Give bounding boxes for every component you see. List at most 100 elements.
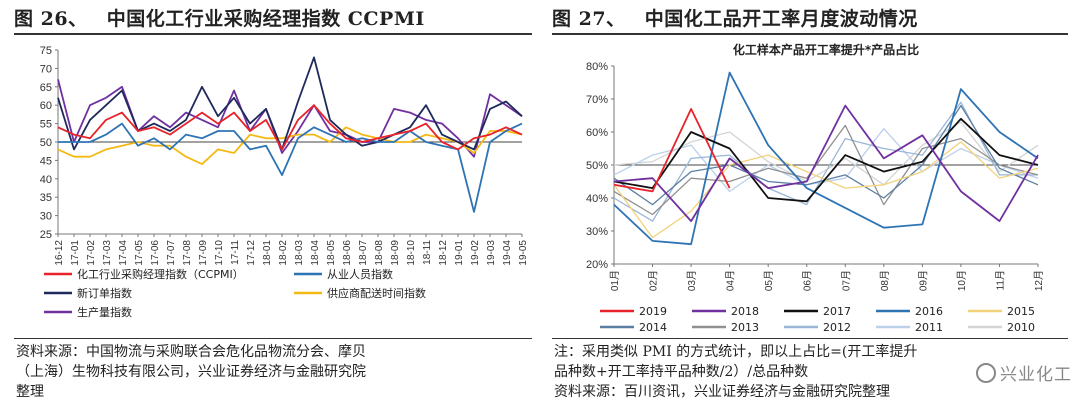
legend-label: 2011 xyxy=(915,321,943,334)
x-tick-label: 04月 xyxy=(725,270,737,291)
chart-title: 化工样本产品开工率提升*产品占比 xyxy=(733,42,919,57)
x-tick-label: 18-04 xyxy=(310,240,321,266)
x-tick-label: 17-01 xyxy=(70,240,81,266)
title-rule xyxy=(14,33,532,35)
legend-label: 2017 xyxy=(823,305,851,318)
legend-label: 生产量指数 xyxy=(77,305,132,319)
x-tick-label: 18-11 xyxy=(422,240,433,265)
x-tick-label: 03月 xyxy=(686,270,698,291)
legend-label: 从业人员指数 xyxy=(327,267,393,281)
x-tick-label: 18-03 xyxy=(294,240,305,266)
x-tick-label: 17-03 xyxy=(102,240,113,266)
y-tick-label: 80% xyxy=(586,61,608,73)
x-tick-label: 07月 xyxy=(840,270,852,291)
note-line: 整理 xyxy=(16,384,44,400)
x-tick-label: 18-07 xyxy=(358,240,369,266)
ccpmi-chart: 25 30 35 40 45 50 55 60 65 70 75 16-12 17-01 17-02 17-… xyxy=(40,45,529,319)
y-tick-label: 20% xyxy=(586,259,608,271)
legend-label: 2019 xyxy=(639,305,667,318)
series-line-新订单指数 xyxy=(57,56,523,151)
x-tick-label: 19-01 xyxy=(454,240,465,266)
x-tick-label: 19-03 xyxy=(486,240,497,266)
y-tick-label: 75 xyxy=(40,45,52,57)
x-tick-label: 16-12 xyxy=(54,240,65,266)
series-line-2011 xyxy=(613,128,1039,193)
legend-label: 2014 xyxy=(639,321,667,334)
note-line: 品种数+开工率持平品种数/2）/总品种数 xyxy=(554,364,809,380)
x-tick-label: 17-09 xyxy=(198,240,209,266)
x-tick-label: 19-04 xyxy=(502,240,513,266)
x-tick-label: 17-05 xyxy=(134,240,145,266)
series-line-2010 xyxy=(613,121,1039,186)
legend-label: 2015 xyxy=(1007,305,1035,318)
legend-label: 供应商配送时间指数 xyxy=(327,286,426,300)
x-tick-label: 17-07 xyxy=(166,240,177,266)
y-tick-label: 45 xyxy=(40,155,52,167)
series-line-2015 xyxy=(613,141,1039,239)
x-tick-label: 12月 xyxy=(1033,270,1045,291)
series-line-2013 xyxy=(613,124,1039,216)
x-tick-label: 18-08 xyxy=(374,240,385,266)
source-note-left: 资料来源：中国物流与采购联合会危化品物流分会、摩贝 （上海）生物科技有限公司，兴… xyxy=(16,342,530,402)
y-tick-label: 40% xyxy=(586,193,608,205)
y-tick-label: 60 xyxy=(40,100,52,112)
legend-label: 2016 xyxy=(915,305,943,318)
x-tick-label: 08月 xyxy=(879,270,891,291)
notes-rule xyxy=(14,338,532,339)
x-tick-label: 18-02 xyxy=(278,240,289,266)
x-tick-label: 17-12 xyxy=(246,240,257,266)
y-tick-label: 65 xyxy=(40,82,52,94)
y-tick-label: 55 xyxy=(40,119,52,131)
figure-26-title: 图 26、 中国化工行业采购经理指数 CCPMI xyxy=(14,4,425,31)
y-tick-label: 25 xyxy=(40,229,52,241)
x-tick-label: 17-10 xyxy=(214,240,225,266)
x-tick-label: 18-10 xyxy=(406,240,417,266)
figure-title-text: 中国化工行业采购经理指数 CCPMI xyxy=(106,8,425,30)
figure-title-text: 中国化工品开工率月度波动情况 xyxy=(644,8,918,30)
x-tick-label: 02月 xyxy=(648,270,660,291)
y-tick-label: 50% xyxy=(586,160,608,172)
note-line: 注：采用类似 PMI 的方式统计，即以上占比=(开工率提升 xyxy=(554,344,918,360)
x-tick-label: 18-09 xyxy=(390,240,401,266)
legend-label: 化工行业采购经理指数（CCPMI） xyxy=(77,267,244,281)
x-tick-label: 17-06 xyxy=(150,240,161,266)
note-line: （上海）生物科技有限公司，兴业证券经济与金融研究院 xyxy=(16,364,366,380)
x-tick-label: 18-05 xyxy=(326,240,337,266)
y-tick-label: 70% xyxy=(586,94,608,106)
note-line: 资料来源：百川资讯，兴业证券经济与金融研究院整理 xyxy=(554,384,890,400)
x-tick-label: 17-08 xyxy=(182,240,193,266)
figure-number: 图 26、 xyxy=(14,8,88,30)
x-tick-label: 17-04 xyxy=(118,240,129,266)
series-line-2017 xyxy=(613,117,1039,203)
legend-label: 2018 xyxy=(731,305,759,318)
x-tick-label: 18-06 xyxy=(342,240,353,266)
series-line-2012 xyxy=(613,101,1038,222)
y-tick-label: 40 xyxy=(40,174,52,186)
figure-number: 图 27、 xyxy=(552,8,626,30)
series-line-2018 xyxy=(613,104,1039,223)
x-tick-label: 10月 xyxy=(956,270,968,291)
series-line-2019 xyxy=(613,108,731,193)
operating-rate-chart: 化工样本产品开工率提升*产品占比 20% 30% 40% 50% 60% 70% 80% 01月… xyxy=(586,42,1045,334)
series-line-2016 xyxy=(613,71,1039,246)
x-tick-label: 09月 xyxy=(917,270,929,291)
series-line-从业人员指数 xyxy=(58,122,523,213)
figure-27-title: 图 27、 中国化工品开工率月度波动情况 xyxy=(552,4,918,31)
x-tick-label: 06月 xyxy=(802,270,814,291)
legend-label: 2012 xyxy=(823,321,851,334)
x-tick-label: 17-11 xyxy=(230,240,241,265)
source-note-right: 注：采用类似 PMI 的方式统计，即以上占比=(开工率提升 品种数+开工率持平品… xyxy=(554,342,1066,402)
x-tick-label: 19-02 xyxy=(470,240,481,266)
y-tick-label: 50 xyxy=(40,137,52,149)
wechat-logo-icon xyxy=(976,363,996,383)
notes-rule xyxy=(552,338,1068,339)
title-rule xyxy=(552,33,1068,35)
x-tick-label: 17-02 xyxy=(86,240,97,266)
legend-label: 新订单指数 xyxy=(77,286,132,300)
y-tick-label: 30% xyxy=(586,226,608,238)
watermark: 兴业化工 xyxy=(976,360,1072,385)
y-tick-label: 35 xyxy=(40,192,52,204)
x-tick-label: 11月 xyxy=(994,270,1006,290)
note-line: 资料来源：中国物流与采购联合会危化品物流分会、摩贝 xyxy=(16,344,366,360)
series-line-化工行业采购经理指数（CCPMI） xyxy=(57,104,523,151)
